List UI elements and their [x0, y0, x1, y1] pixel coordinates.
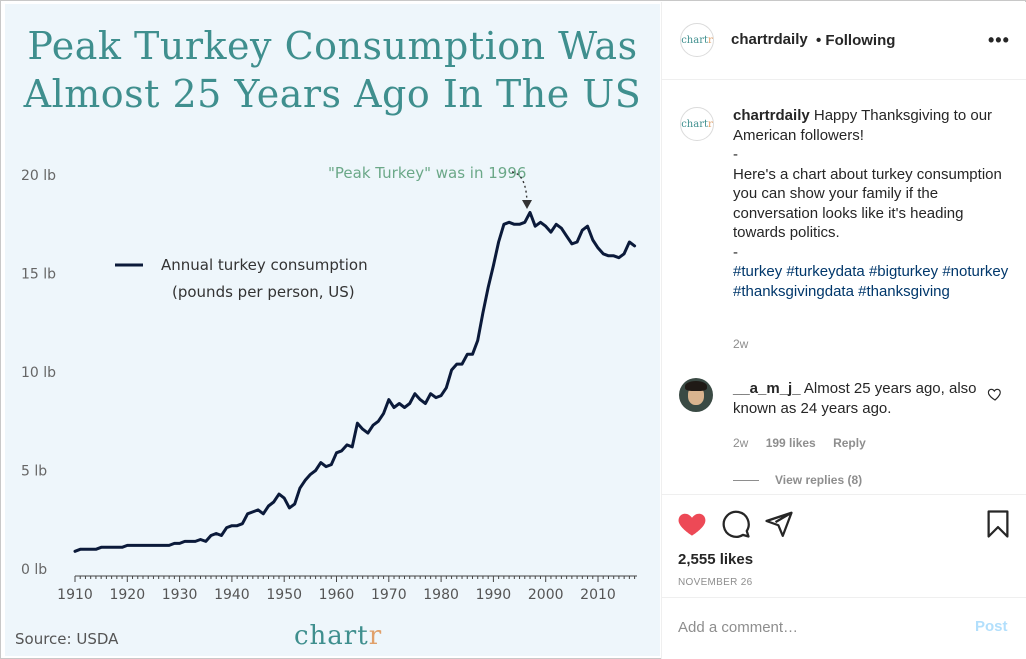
y-tick-label: 10 lb	[21, 365, 56, 381]
x-tick-label: 1970	[371, 587, 407, 603]
post-comment-button[interactable]: Post	[975, 618, 1008, 635]
legend-label-line1: Annual turkey consumption	[161, 256, 368, 274]
caption-text-2: Here's a chart about turkey consumption …	[733, 165, 1002, 242]
hashtag-link[interactable]: #bigturkey	[868, 263, 939, 280]
like-heart-icon[interactable]	[677, 509, 707, 539]
likes-count[interactable]: 2,555 likes	[678, 551, 754, 568]
post-date[interactable]: NOVEMBER 26	[678, 577, 753, 588]
caption-separator-1: -	[733, 146, 738, 163]
commenter-avatar[interactable]	[679, 378, 713, 412]
share-paper-plane-icon[interactable]	[764, 509, 794, 539]
more-options-icon[interactable]: •••	[988, 30, 1010, 50]
comment-like-heart-icon[interactable]	[987, 386, 1003, 402]
hashtag-link[interactable]: #turkey	[733, 263, 783, 280]
series-line	[73, 210, 637, 553]
post-header: chart r chartrdaily • Following •••	[662, 2, 1026, 80]
view-replies-label: View replies (8)	[775, 473, 863, 487]
caption-avatar-r: r	[708, 118, 713, 130]
y-tick-label: 15 lb	[21, 267, 56, 283]
legend-label-line2: (pounds per person, US)	[172, 283, 355, 301]
post-image[interactable]: Peak Turkey Consumption Was Almost 25 Ye…	[5, 4, 660, 656]
avatar-hair	[685, 381, 707, 391]
commenter-username[interactable]: __a_m_j_	[733, 380, 801, 397]
hashtag-link[interactable]: #thanksgiving	[858, 282, 950, 300]
caption-separator-2: -	[733, 243, 738, 261]
save-bookmark-icon[interactable]	[983, 509, 1013, 539]
x-tick-label: 1930	[162, 587, 198, 603]
hashtag-link[interactable]: #turkeydata	[786, 263, 865, 280]
post-caption: chartrdaily Happy Thanksgiving to our Am…	[733, 106, 1013, 301]
comment-input[interactable]	[678, 616, 968, 638]
post-actions: 2,555 likes NOVEMBER 26	[662, 494, 1026, 597]
comment-likes-count[interactable]: 199 likes	[765, 436, 816, 450]
y-tick-label: 20 lb	[21, 168, 56, 184]
caption-timestamp[interactable]: 2w	[733, 337, 749, 351]
x-tick-label: 1980	[423, 587, 459, 603]
reply-button[interactable]: Reply	[833, 436, 866, 450]
comment-timestamp[interactable]: 2w	[733, 436, 749, 450]
x-tick-label: 1960	[319, 587, 355, 603]
avatar-brand-main: chart	[681, 34, 709, 46]
caption-avatar[interactable]: chart r	[680, 107, 714, 141]
peak-annotation-arrowhead	[522, 200, 532, 209]
chart-title: Peak Turkey Consumption Was Almost 25 Ye…	[5, 22, 660, 118]
hashtag-link[interactable]: #thanksgivingdata	[733, 282, 854, 300]
following-button[interactable]: • Following	[816, 32, 896, 49]
replies-dash	[733, 479, 759, 481]
chart-source: Source: USDA	[15, 630, 119, 648]
comment-meta: 2w 199 likes Reply	[733, 436, 880, 450]
x-tick-label: 2010	[580, 587, 616, 603]
caption-avatar-main: chart	[681, 118, 709, 130]
author-avatar[interactable]: chart r	[680, 23, 714, 57]
x-tick-label: 1940	[214, 587, 250, 603]
caption-text-1: Happy Thanksgiving to our American follo…	[733, 107, 993, 144]
x-tick-label: 2000	[528, 587, 564, 603]
hashtag-link[interactable]: #noturkey	[942, 263, 1009, 280]
peak-annotation-text: "Peak Turkey" was in 1996	[328, 164, 526, 182]
y-tick-label: 0 lb	[21, 562, 47, 578]
x-tick-label: 1910	[57, 587, 93, 603]
chartr-brand-logo: chartr	[294, 621, 382, 651]
caption-username[interactable]: chartrdaily	[733, 107, 810, 124]
comment-text: Almost 25 years ago, also known as 24 ye…	[733, 380, 977, 417]
turkey-consumption-chart: 0 lb 5 lb 10 lb 15 lb 20 lb 1910 1920 1930 1940 1…	[21, 164, 637, 603]
brand-r-text: r	[368, 621, 383, 651]
add-comment-bar: Post	[662, 597, 1026, 659]
caption-hashtags: #turkey #turkeydata #bigturkey #noturkey…	[733, 262, 1013, 301]
x-tick-label: 1950	[266, 587, 302, 603]
comment-body: __a_m_j_ Almost 25 years ago, also known…	[733, 379, 978, 418]
y-tick-label: 5 lb	[21, 464, 47, 480]
avatar-brand-r: r	[708, 34, 713, 46]
comments-area: chart r chartrdaily Happy Thanksgiving to…	[662, 81, 1026, 493]
post-side-panel: chart r chartrdaily • Following ••• chart…	[661, 2, 1026, 659]
author-username[interactable]: chartrdaily	[731, 31, 808, 48]
view-replies-button[interactable]: View replies (8)	[733, 473, 862, 487]
chart-title-line2: Almost 25 Years Ago In The US	[23, 72, 642, 116]
x-tick-label: 1920	[109, 587, 145, 603]
comment-bubble-icon[interactable]	[721, 509, 751, 539]
brand-main-text: chart	[294, 621, 369, 651]
x-tick-label: 1990	[476, 587, 512, 603]
chart-title-line1: Peak Turkey Consumption Was	[27, 24, 638, 68]
